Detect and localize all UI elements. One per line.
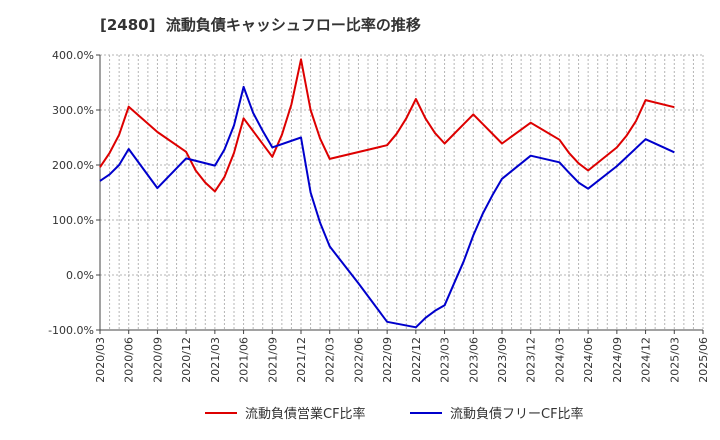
y-tick-label: 100.0%	[52, 214, 94, 227]
x-tick-label: 2021/09	[266, 337, 279, 383]
x-tick-label: 2024/09	[611, 337, 624, 383]
plot-area	[100, 55, 703, 330]
chart-title: [2480] 流動負債キャッシュフロー比率の推移	[100, 16, 421, 34]
x-tick-label: 2020/03	[94, 337, 107, 383]
legend-label-1: 流動負債営業CF比率	[245, 406, 366, 422]
y-tick-label: 0.0%	[66, 269, 94, 282]
legend-label-2: 流動負債フリーCF比率	[450, 406, 584, 422]
x-tick-label: 2024/12	[640, 337, 653, 383]
x-tick-label: 2022/03	[324, 337, 337, 383]
x-tick-label: 2022/09	[381, 337, 394, 383]
x-tick-label: 2023/12	[525, 337, 538, 383]
x-tick-label: 2024/06	[582, 337, 595, 383]
x-tick-label: 2023/09	[496, 337, 509, 383]
series-line-2	[99, 85, 675, 329]
y-tick-label: 300.0%	[52, 104, 94, 117]
x-tick-label: 2021/06	[238, 337, 251, 383]
x-tick-label: 2020/09	[151, 337, 164, 383]
y-tick-label: 200.0%	[52, 159, 94, 172]
y-tick-label: -100.0%	[48, 324, 94, 337]
series-line-1	[99, 58, 675, 193]
x-tick-label: 2022/06	[352, 337, 365, 383]
x-tick-label: 2024/03	[553, 337, 566, 383]
x-tick-label: 2022/12	[410, 337, 423, 383]
x-tick-label: 2021/03	[209, 337, 222, 383]
y-tick-label: 400.0%	[52, 49, 94, 62]
x-tick-label: 2020/12	[180, 337, 193, 383]
x-tick-label: 2025/03	[668, 337, 681, 383]
x-tick-label: 2023/03	[439, 337, 452, 383]
x-tick-label: 2023/06	[467, 337, 480, 383]
x-tick-label: 2025/06	[697, 337, 710, 383]
x-tick-label: 2020/06	[123, 337, 136, 383]
x-tick-label: 2021/12	[295, 337, 308, 383]
